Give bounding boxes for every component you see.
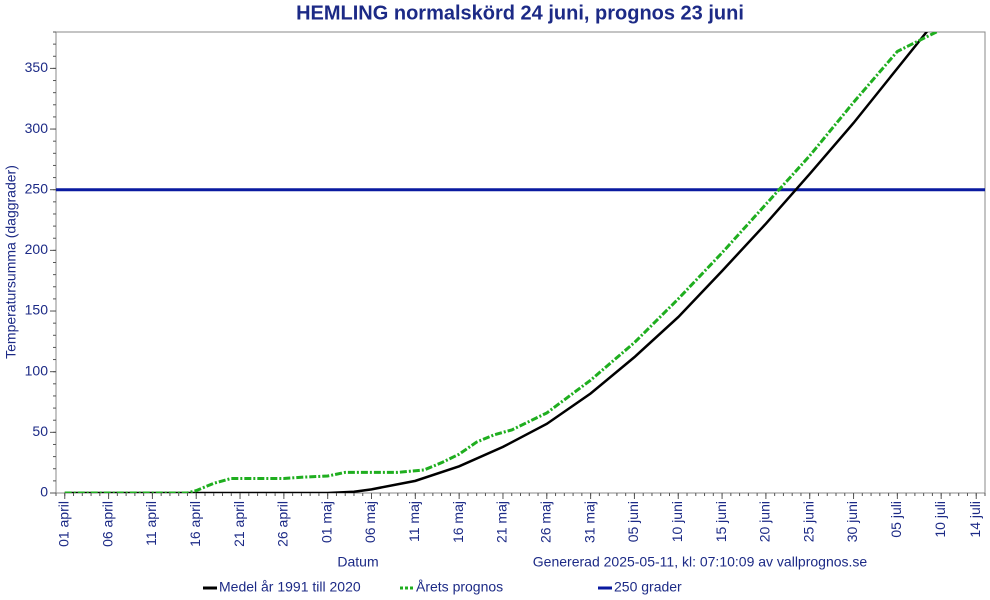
y-tick-label: 200 <box>25 241 49 257</box>
legend-label: Årets prognos <box>416 579 503 595</box>
x-tick-label: 06 april <box>99 501 115 547</box>
x-tick-label: 21 maj <box>494 501 510 543</box>
x-tick-label: 26 april <box>275 501 291 547</box>
y-tick-label: 300 <box>25 120 49 136</box>
series-line <box>64 32 940 493</box>
x-tick-label: 26 maj <box>537 501 553 543</box>
plot <box>56 32 985 493</box>
series-line <box>64 32 929 493</box>
x-tick-label: 16 maj <box>450 501 466 543</box>
y-tick-label: 350 <box>25 59 49 75</box>
legend-label: 250 grader <box>614 579 682 595</box>
x-tick-label: 10 juni <box>669 501 685 542</box>
x-tick-label: 01 maj <box>318 501 334 543</box>
y-tick-label: 100 <box>25 362 49 378</box>
y-tick-label: 0 <box>40 484 48 500</box>
x-tick-label: 20 juni <box>757 501 773 542</box>
chart-title: HEMLING normalskörd 24 juni, prognos 23 … <box>296 2 744 24</box>
x-tick-label: 21 april <box>231 501 247 547</box>
y-axis-label: Temperatursumma (daggrader) <box>3 165 19 359</box>
plot-area <box>55 31 986 494</box>
x-axis-label: Datum <box>337 554 378 570</box>
y-tick-label: 150 <box>25 302 49 318</box>
x-tick-label: 15 juni <box>713 501 729 542</box>
x-tick-label: 01 april <box>55 501 71 547</box>
y-tick-label: 250 <box>25 180 49 196</box>
x-tick-label: 10 juli <box>932 501 948 538</box>
x-tick-label: 05 juli <box>888 501 904 538</box>
y-tick-label: 50 <box>32 423 48 439</box>
legend-label: Medel år 1991 till 2020 <box>219 579 361 595</box>
footer: Genererad 2025-05-11, kl: 07:10:09 av va… <box>533 554 868 570</box>
x-tick-label: 11 maj <box>406 501 422 542</box>
x-tick-label: 25 juni <box>800 501 816 542</box>
x-tick-label: 06 maj <box>362 501 378 543</box>
x-tick-label: 30 juni <box>844 501 860 542</box>
x-tick-label: 11 april <box>143 501 159 546</box>
x-tick-label: 31 maj <box>581 501 597 543</box>
x-tick-label: 05 juni <box>625 501 641 542</box>
x-tick-label: 14 juli <box>967 501 983 538</box>
x-tick-label: 16 april <box>187 501 203 547</box>
